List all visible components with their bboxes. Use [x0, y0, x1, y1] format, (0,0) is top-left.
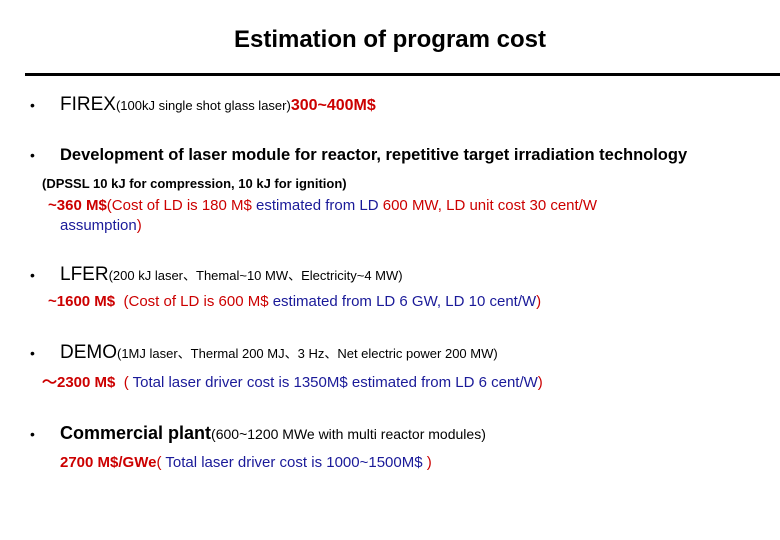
item-name: Commercial plant [60, 423, 212, 443]
bullet: • [30, 267, 35, 283]
item-cost-line: ~1600 M$ (Cost of LD is 600 M$ estimated… [48, 293, 542, 310]
list-item-commercial-plant: • Commercial plant(600~1200 MWe with mult… [30, 423, 486, 444]
list-item-demo: • DEMO(1MJ laser、Thermal 200 MJ、3 Hz、Net … [30, 342, 498, 364]
item-name: Development of laser module for reactor,… [60, 146, 688, 164]
list-item-firex: • FIREX(100kJ single shot glass laser)300… [30, 94, 376, 116]
item-detail: (DPSSL 10 kJ for compression, 10 kJ for … [42, 176, 347, 191]
bullet: • [30, 345, 35, 361]
item-detail: (200 kJ laser、Themal~10 MW、Electricity~4… [108, 268, 403, 283]
cost-note-total: Total laser driver cost is 1350M$ [128, 374, 348, 391]
cost-note-ld: Cost of LD is 180 M$ [111, 197, 252, 214]
item-cost-line: 2700 M$/GWe( Total laser driver cost is … [60, 454, 432, 471]
item-cost: ～2300 M$ [42, 374, 116, 391]
list-item-lfer: • LFER(200 kJ laser、Themal~10 MW、Electric… [30, 264, 403, 286]
item-detail: (600~1200 MWe with multi reactor modules… [211, 426, 486, 442]
item-cost-line: ~360 M$(Cost of LD is 180 M$ estimated f… [48, 197, 598, 214]
bullet: • [30, 97, 35, 113]
title-divider [25, 73, 780, 76]
item-name: FIREX [60, 94, 116, 115]
item-name: LFER [60, 264, 109, 285]
cost-note-ld: Cost of LD is 600 M$ [128, 293, 269, 310]
item-name: DEMO [60, 342, 117, 363]
bullet: • [30, 147, 35, 163]
item-detail: (100kJ single shot glass laser) [115, 98, 291, 113]
item-cost: ~360 M$ [48, 197, 107, 214]
item-cost: ~1600 M$ [48, 293, 116, 310]
list-item-development: • Development of laser module for reactor… [30, 146, 687, 165]
item-cost: 2700 M$/GWe [60, 454, 157, 471]
cost-note-total: Total laser driver cost is 1000~1500M$ [161, 454, 423, 471]
item-cost-line-cont: assumption) [60, 217, 142, 234]
page-title: Estimation of program cost [233, 26, 547, 53]
item-detail: (1MJ laser、Thermal 200 MJ、3 Hz、Net elect… [117, 346, 498, 361]
item-cost-line: ～2300 M$ ( Total laser driver cost is 13… [42, 374, 543, 391]
bullet: • [30, 426, 35, 442]
item-cost: 300~400M$ [290, 97, 376, 114]
